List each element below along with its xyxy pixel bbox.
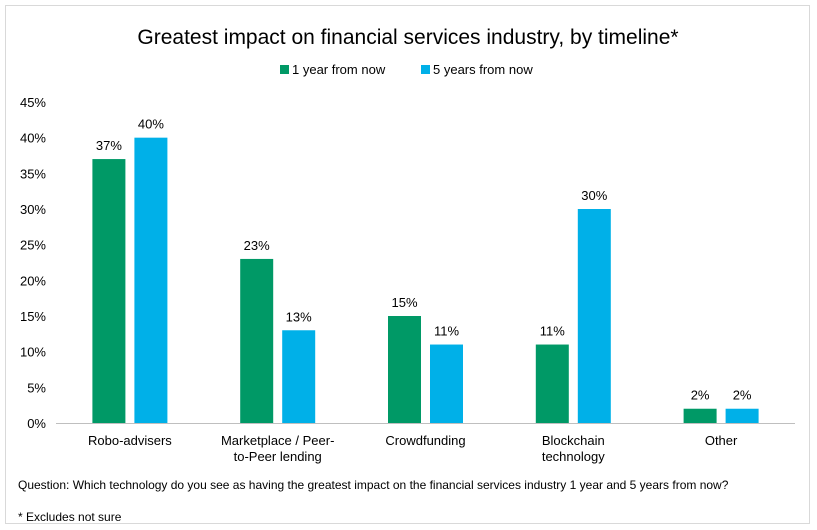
x-category-label-line: Crowdfunding bbox=[385, 433, 465, 448]
data-label-series-1: 15% bbox=[391, 295, 417, 310]
excludes-footnote: * Excludes not sure bbox=[18, 510, 122, 524]
y-tick-label: 30% bbox=[20, 202, 46, 217]
data-label-series-1: 37% bbox=[96, 138, 122, 153]
legend-label-series-2: 5 years from now bbox=[433, 62, 533, 77]
x-category-label: Other bbox=[705, 433, 738, 448]
data-label-series-1: 23% bbox=[244, 238, 270, 253]
data-label-series-2: 30% bbox=[581, 188, 607, 203]
data-label-series-2: 2% bbox=[733, 388, 752, 403]
y-tick-label: 5% bbox=[27, 380, 46, 395]
y-tick-label: 0% bbox=[27, 416, 46, 431]
bar-series-2 bbox=[282, 330, 316, 423]
bar-series-1 bbox=[535, 344, 569, 423]
y-tick-label: 20% bbox=[20, 273, 46, 288]
data-label-series-2: 40% bbox=[138, 117, 164, 132]
x-category-label: Robo-advisers bbox=[88, 433, 172, 448]
bar-series-2 bbox=[725, 408, 759, 423]
chart-frame bbox=[5, 5, 810, 524]
x-category-label-line: Marketplace / Peer- bbox=[221, 433, 334, 448]
x-category-label-line: Robo-advisers bbox=[88, 433, 172, 448]
x-category-label-line: technology bbox=[542, 449, 605, 464]
y-tick-label: 10% bbox=[20, 345, 46, 360]
data-label-series-1: 2% bbox=[691, 388, 710, 403]
x-category-label: Crowdfunding bbox=[385, 433, 465, 448]
legend-swatch-series-2 bbox=[421, 65, 430, 74]
bar-series-2 bbox=[577, 209, 611, 423]
x-category-label: Blockchain technology bbox=[542, 433, 605, 464]
y-tick-label: 25% bbox=[20, 238, 46, 253]
bar-series-1 bbox=[683, 408, 717, 423]
data-label-series-1: 11% bbox=[540, 324, 565, 339]
chart-title: Greatest impact on financial services in… bbox=[137, 26, 678, 49]
y-tick-label: 35% bbox=[20, 166, 46, 181]
x-category-label-line: Blockchain bbox=[542, 433, 605, 448]
data-label-series-2: 13% bbox=[286, 309, 312, 324]
y-tick-label: 40% bbox=[20, 131, 46, 146]
bar-series-1 bbox=[388, 316, 421, 423]
y-tick-label: 15% bbox=[20, 309, 46, 324]
bar-series-2 bbox=[134, 137, 168, 423]
legend-swatch-series-1 bbox=[280, 65, 289, 74]
y-tick-label: 45% bbox=[20, 95, 46, 110]
legend-label-series-1: 1 year from now bbox=[292, 62, 386, 77]
x-category-label-line: Other bbox=[705, 433, 738, 448]
data-label-series-2: 11% bbox=[434, 324, 459, 339]
x-category-label-line: to-Peer lending bbox=[234, 449, 322, 464]
bar-series-1 bbox=[92, 159, 126, 424]
bar-series-1 bbox=[240, 258, 274, 423]
question-footnote: Question: Which technology do you see as… bbox=[18, 478, 729, 492]
bar-series-2 bbox=[430, 344, 463, 423]
x-category-label: Marketplace / Peer-to-Peer lending bbox=[221, 433, 334, 464]
